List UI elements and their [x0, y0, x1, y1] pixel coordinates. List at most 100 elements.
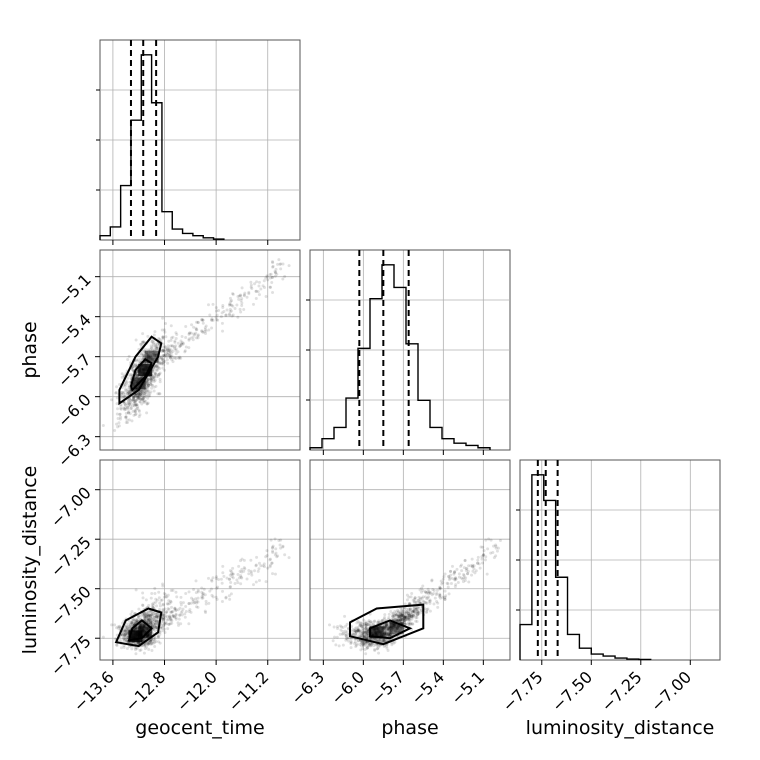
sample-point	[134, 363, 138, 367]
sample-point	[135, 647, 139, 651]
sample-point	[113, 428, 117, 432]
sample-point	[339, 625, 343, 629]
sample-point	[201, 330, 205, 334]
sample-point	[360, 640, 364, 644]
sample-point	[125, 391, 129, 395]
sample-point	[155, 345, 159, 349]
sample-point	[165, 347, 169, 351]
sample-point	[418, 600, 422, 604]
sample-point	[208, 589, 212, 593]
sample-point	[177, 623, 181, 627]
sample-point	[123, 393, 127, 397]
sample-point	[409, 607, 413, 611]
sample-point	[279, 267, 283, 271]
sample-point	[424, 611, 428, 615]
sample-point	[124, 415, 128, 419]
sample-point	[155, 619, 159, 623]
panel-frame	[309, 459, 511, 661]
sample-point	[271, 291, 275, 295]
sample-point	[273, 553, 277, 557]
sample-point	[360, 633, 364, 637]
sample-point	[370, 642, 374, 646]
sample-point	[167, 349, 171, 353]
sample-point	[498, 539, 502, 543]
sample-point	[161, 342, 165, 346]
sample-point	[152, 622, 156, 626]
sample-point	[440, 582, 444, 586]
contour-level-1	[127, 619, 154, 642]
panel-2-2	[516, 459, 721, 661]
sample-point	[433, 596, 437, 600]
sample-point	[134, 412, 138, 416]
contour-level-0	[114, 607, 163, 648]
sample-point	[385, 628, 389, 632]
xtick-label: −12.0	[173, 667, 221, 715]
sample-point	[257, 561, 261, 565]
sample-point	[262, 286, 266, 290]
sample-point	[165, 358, 169, 362]
sample-point	[366, 631, 370, 635]
sample-point	[387, 634, 391, 638]
sample-point	[142, 400, 146, 404]
sample-point	[419, 608, 423, 612]
sample-point	[126, 420, 130, 424]
sample-point	[126, 400, 130, 404]
sample-point	[120, 390, 124, 394]
sample-point	[139, 353, 143, 357]
sample-point	[361, 631, 365, 635]
sample-point	[145, 641, 149, 645]
sample-point	[124, 405, 128, 409]
sample-point	[254, 563, 258, 567]
sample-point	[249, 283, 253, 287]
sample-point	[356, 629, 360, 633]
sample-point	[376, 620, 380, 624]
sample-point	[178, 606, 182, 610]
sample-point	[349, 637, 353, 641]
sample-point	[195, 605, 199, 609]
sample-point	[457, 572, 461, 576]
sample-point	[134, 627, 138, 631]
sample-point	[179, 342, 183, 346]
sample-point	[126, 405, 130, 409]
sample-point	[384, 632, 388, 636]
sample-point	[158, 632, 162, 636]
sample-point	[152, 638, 156, 642]
sample-point	[124, 411, 128, 415]
sample-point	[158, 377, 162, 381]
contour-level-0	[118, 335, 163, 406]
sample-point	[410, 612, 414, 616]
sample-point	[377, 645, 381, 649]
sample-point	[146, 618, 150, 622]
sample-point	[391, 615, 395, 619]
sample-point	[118, 412, 122, 416]
sample-point	[166, 602, 170, 606]
sample-point	[436, 605, 440, 609]
sample-point	[344, 638, 348, 642]
sample-point	[160, 356, 164, 360]
sample-point	[265, 553, 269, 557]
sample-point	[162, 345, 166, 349]
sample-point	[155, 363, 159, 367]
sample-point	[156, 374, 160, 378]
sample-point	[428, 598, 432, 602]
sample-point	[143, 644, 147, 648]
sample-point	[387, 633, 391, 637]
sample-point	[147, 614, 151, 618]
sample-point	[403, 616, 407, 620]
sample-point	[192, 332, 196, 336]
sample-point	[363, 630, 367, 634]
sample-point	[257, 579, 261, 583]
sample-point	[125, 639, 129, 643]
sample-point	[164, 347, 168, 351]
sample-point	[123, 632, 127, 636]
sample-point	[135, 641, 139, 645]
histogram-geocent_time	[99, 54, 225, 240]
sample-point	[162, 624, 166, 628]
sample-point	[204, 332, 208, 336]
sample-point	[374, 638, 378, 642]
sample-point	[361, 633, 365, 637]
sample-point	[254, 297, 258, 301]
sample-point	[355, 621, 359, 625]
sample-point	[177, 617, 181, 621]
sample-point	[191, 338, 195, 342]
